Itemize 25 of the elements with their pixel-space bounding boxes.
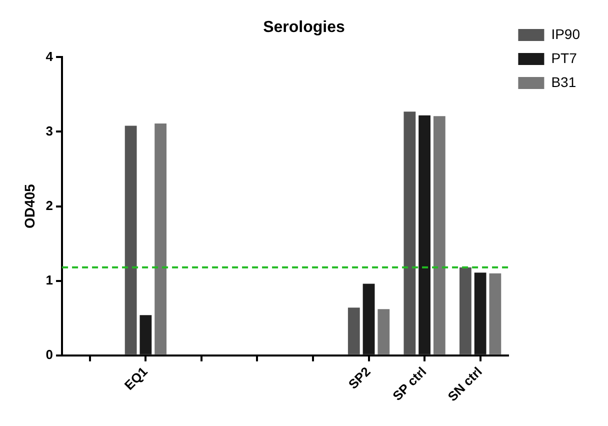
- bar: [154, 124, 167, 354]
- legend-label: IP90: [551, 26, 580, 42]
- bar: [348, 308, 360, 354]
- x-tick-label: SN ctrl: [444, 364, 485, 404]
- y-tick-label: 0: [46, 346, 54, 362]
- bar: [378, 309, 390, 354]
- y-tick-label: 3: [46, 123, 54, 138]
- legend-label: PT7: [551, 50, 578, 66]
- y-tick-label: 4: [46, 48, 54, 64]
- bar: [433, 116, 446, 354]
- bar: [474, 272, 486, 354]
- bar: [404, 112, 416, 354]
- bar: [459, 267, 472, 354]
- y-tick-label: 1: [46, 272, 54, 288]
- bar: [140, 315, 152, 354]
- y-axis-title: OD405: [21, 184, 38, 228]
- bar: [418, 115, 430, 354]
- bar: [489, 273, 502, 354]
- legend-label: B31: [551, 74, 576, 90]
- x-tick-label: SP ctrl: [390, 364, 430, 404]
- bar: [362, 284, 375, 354]
- bar: [124, 126, 137, 354]
- x-tick-label: SP2: [345, 364, 374, 392]
- y-tick-label: 2: [46, 198, 54, 213]
- chart-title: Serologies: [263, 19, 345, 36]
